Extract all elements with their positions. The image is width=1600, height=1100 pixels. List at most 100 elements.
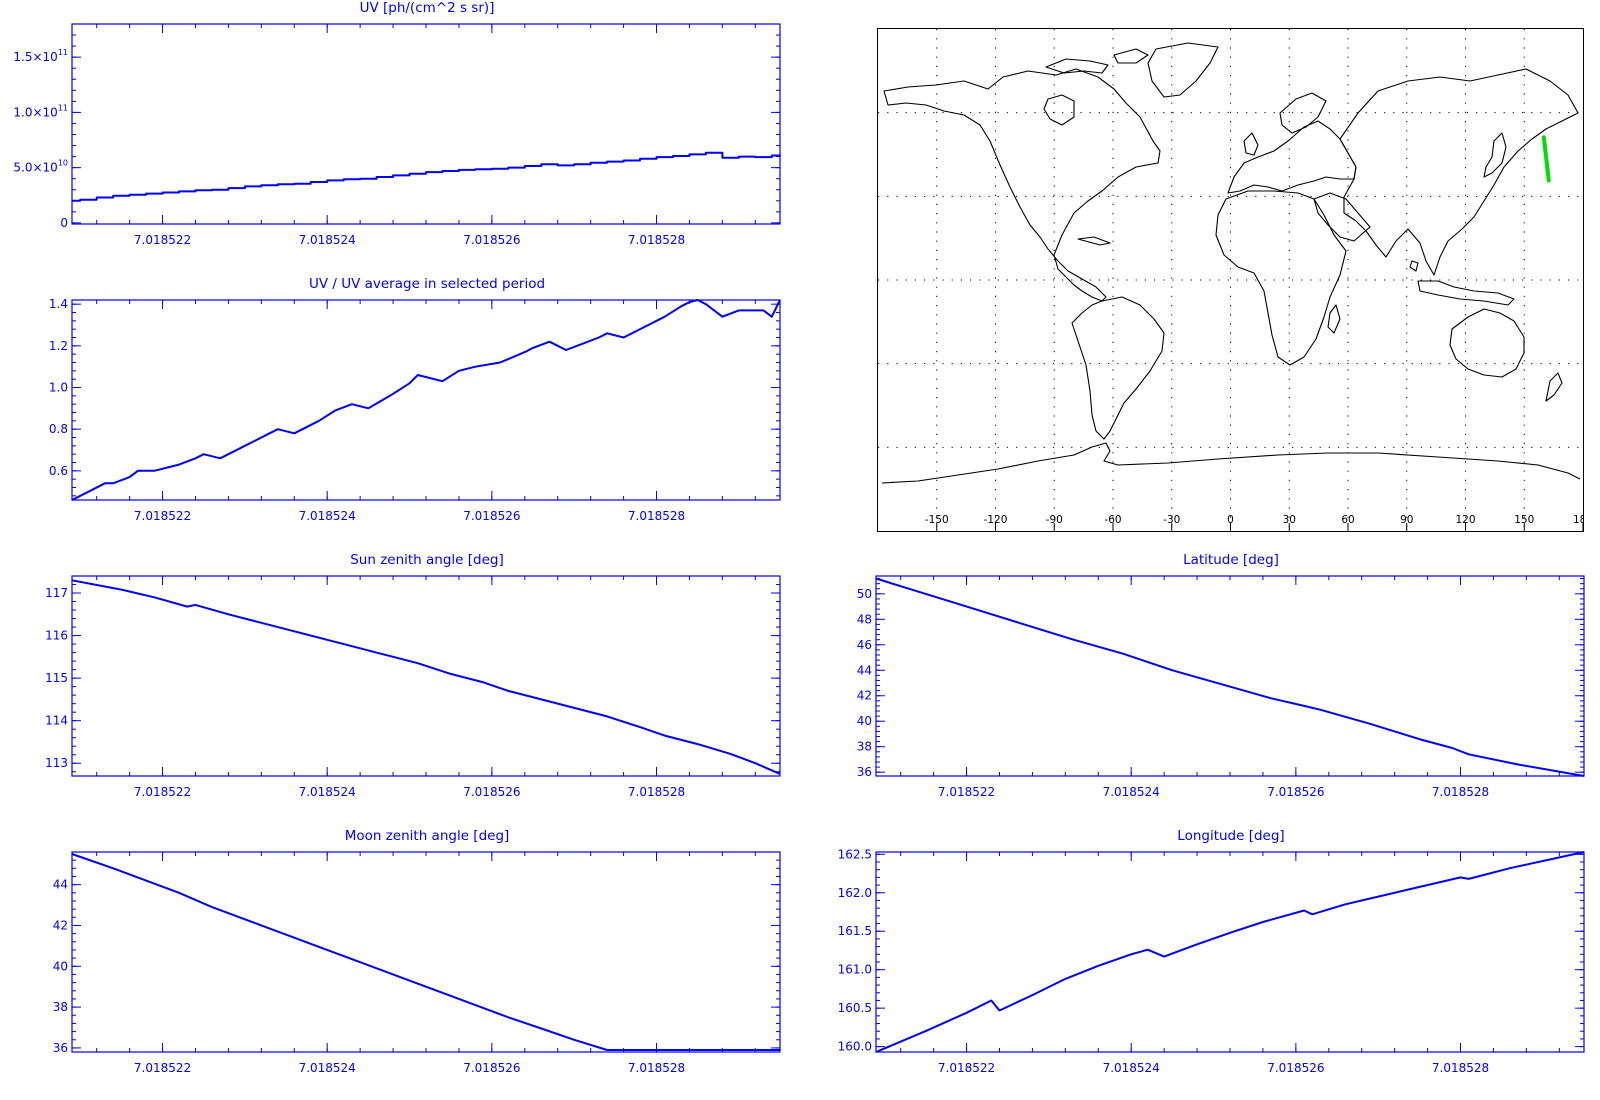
map-lon-label: -150 [925, 514, 949, 526]
longitude-plot: 7.018522 7.018524 7.018526 7.018528 160.0 160… [838, 847, 1585, 1075]
coast-arctic-islands [1045, 48, 1149, 74]
uv-ratio-plot: 7.018522 7.018524 7.018526 7.018528 0.6 0.8 1.… [49, 297, 781, 523]
x-tick-label: 7.018528 [1432, 1061, 1489, 1075]
x-tick-label: 7.018528 [628, 233, 685, 247]
y-tick-label: 44 [53, 878, 68, 892]
series-line [72, 151, 781, 202]
y-tick-label: 36 [53, 1041, 68, 1055]
y-tick-label: 162.0 [838, 886, 872, 900]
plot-frame [71, 299, 781, 501]
x-tick-label: 7.018522 [134, 785, 191, 799]
y-tick-label: 160.5 [838, 1001, 872, 1015]
map-grid [878, 29, 1583, 531]
orbit-track [1541, 135, 1551, 183]
y-tick-label: 1.2 [49, 339, 68, 353]
y-tick-label: 36 [857, 765, 872, 779]
series-line [71, 299, 781, 501]
series-line [875, 851, 1585, 1053]
x-tick-label: 7.018522 [938, 1061, 995, 1075]
y-tick-label: 42 [857, 689, 872, 703]
map-lon-label: 60 [1341, 514, 1354, 526]
y-tick-label: 40 [857, 714, 872, 728]
x-tick-label: 7.018526 [463, 1061, 520, 1075]
uv-ratio-chart-title: UV / UV average in selected period [308, 276, 546, 292]
map-lon-label: 90 [1400, 514, 1413, 526]
series-line [875, 577, 1585, 777]
coast-asia [1339, 68, 1579, 276]
y-tick-label: 40 [53, 959, 68, 973]
latitude-plot: 7.018522 7.018524 7.018526 7.018528 36 38 40 42… [857, 575, 1585, 799]
x-tick-label: 7.018528 [628, 509, 685, 523]
coast-new-zealand [1545, 372, 1563, 402]
x-tick-label: 7.018526 [463, 509, 520, 523]
x-tick-label: 7.018528 [628, 785, 685, 799]
map-lon-label: -90 [1046, 514, 1063, 526]
coast-japan [1483, 132, 1507, 178]
moon-zenith-chart-title: Moon zenith angle [deg] [344, 828, 510, 844]
y-tick-label: 38 [53, 1000, 68, 1014]
x-tick-label: 7.018526 [463, 233, 520, 247]
x-tick-label: 7.018528 [628, 1061, 685, 1075]
map-lon-label: 180 [1573, 514, 1583, 526]
plot-frame [71, 575, 781, 777]
x-tick-label: 7.018522 [134, 233, 191, 247]
map-lon-label: 0 [1227, 514, 1234, 526]
coast-arabia [1313, 192, 1371, 242]
x-tick-label: 7.018522 [938, 785, 995, 799]
x-tick-label: 7.018524 [1103, 1061, 1160, 1075]
y-tick-label: 114 [45, 714, 68, 728]
y-tick-label: 1.0×1011 [13, 103, 68, 119]
map-lon-label: -60 [1104, 514, 1121, 526]
x-tick-label: 7.018524 [299, 233, 356, 247]
y-tick-label: 161.0 [838, 963, 872, 977]
sun-zenith-chart-title: Sun zenith angle [deg] [350, 552, 504, 568]
world-map: -150 -120 -90 -60 -30 0 30 60 90 120 150 180 [877, 28, 1593, 532]
y-tick-label: 1.4 [49, 297, 68, 311]
plot-frame [875, 851, 1585, 1053]
moon-zenith-chart: Moon zenith angle [deg] 7.018522 7.018524… [53, 828, 782, 1075]
y-tick-label: 0.8 [49, 422, 68, 436]
y-tick-label: 42 [53, 918, 68, 932]
y-tick-label: 117 [45, 586, 68, 600]
series-line [71, 853, 780, 1051]
x-tick-label: 7.018522 [134, 1061, 191, 1075]
y-tick-label: 160.0 [838, 1040, 872, 1054]
sun-zenith-chart: Sun zenith angle [deg] 7.018522 7.018524 7… [45, 552, 782, 799]
y-tick-label: 161.5 [838, 924, 872, 938]
coast-antarctica [881, 442, 1581, 484]
longitude-chart-title: Longitude [deg] [1177, 828, 1285, 844]
coast-scandinavia [1279, 92, 1327, 134]
coast-indonesia [1417, 280, 1515, 306]
map-lon-label: 120 [1455, 514, 1475, 526]
coast-north-america [883, 68, 1161, 302]
y-tick-label: 50 [857, 587, 872, 601]
plot-frame [875, 575, 1585, 777]
uv-plot: 7.018522 7.018524 7.018526 7.018528 0 5.0×101… [13, 23, 781, 247]
y-tick-label: 46 [857, 638, 872, 652]
map-lon-label: 30 [1283, 514, 1296, 526]
y-tick-label: 48 [857, 612, 872, 626]
moon-zenith-plot: 7.018522 7.018524 7.018526 7.018528 36 38 40 42… [53, 851, 781, 1075]
map-lon-label: 150 [1514, 514, 1534, 526]
x-tick-label: 7.018524 [299, 1061, 356, 1075]
coast-british-isles [1243, 132, 1259, 156]
x-tick-label: 7.018526 [1267, 1061, 1324, 1075]
x-tick-label: 7.018526 [1267, 785, 1324, 799]
y-tick-label: 113 [45, 756, 68, 770]
y-tick-label: 1.0 [49, 381, 68, 395]
uv-ratio-chart: UV / UV average in selected period 7.018… [49, 276, 782, 523]
x-tick-label: 7.018524 [299, 785, 356, 799]
map-lon-label: -120 [984, 514, 1008, 526]
x-tick-label: 7.018526 [463, 785, 520, 799]
y-tick-label: 0 [60, 216, 68, 230]
coast-south-america [1071, 296, 1165, 440]
x-tick-label: 7.018524 [1103, 785, 1160, 799]
x-tick-label: 7.018524 [299, 509, 356, 523]
coast-africa [1215, 190, 1347, 366]
x-tick-label: 7.018522 [134, 509, 191, 523]
map-lon-label: -30 [1163, 514, 1180, 526]
coast-australia [1449, 308, 1525, 378]
coast-madagascar [1327, 304, 1341, 334]
latitude-chart: Latitude [deg] 7.018522 7.018524 7.018526 7… [857, 552, 1586, 799]
world-map-canvas: -150 -120 -90 -60 -30 0 30 60 90 120 150 180 [878, 29, 1593, 531]
